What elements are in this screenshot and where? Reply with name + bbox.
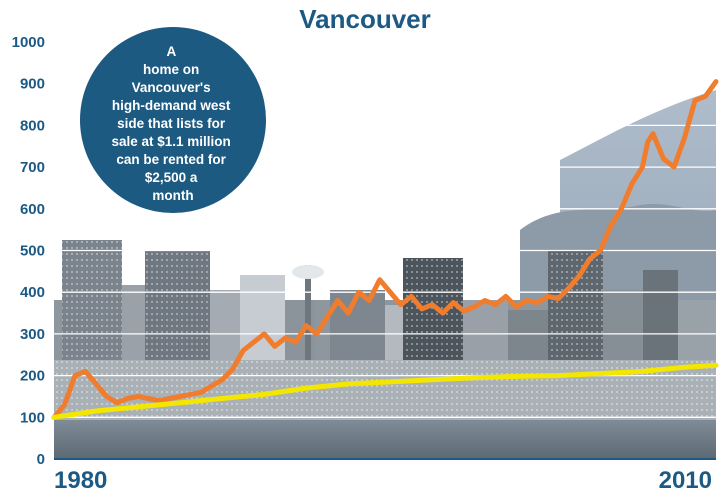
- y-tick-label: 0: [37, 451, 45, 468]
- x-tick-label: 1980: [54, 467, 107, 494]
- y-tick-label: 200: [20, 368, 45, 385]
- annotation-line: high-demand west: [112, 98, 231, 113]
- y-tick-label: 1000: [12, 34, 45, 51]
- waterfront: [54, 420, 716, 460]
- annotation-line: sale at $1.1 million: [111, 134, 230, 149]
- series-lines: [51, 79, 719, 420]
- annotation-line: month: [152, 188, 193, 203]
- y-tick-label: 800: [20, 117, 45, 134]
- x-axis: 1980 2010: [54, 467, 712, 494]
- annotation-circle: [80, 27, 266, 213]
- annotation-line: $2,500 a: [145, 170, 198, 185]
- y-tick-label: 100: [20, 409, 45, 426]
- annotation-bubble: A home on Vancouver's high-demand west s…: [80, 27, 266, 213]
- y-tick-label: 600: [20, 201, 45, 218]
- city-skyline-photo: [54, 90, 716, 460]
- series-line-1: [51, 79, 719, 420]
- lookout-tower: [305, 265, 311, 420]
- annotation-line: home on: [143, 62, 199, 77]
- y-axis: 0 100 200 300 400 500 600 700 800 900 1000: [12, 34, 45, 468]
- annotation-line: Vancouver's: [132, 80, 211, 95]
- y-tick-label: 400: [20, 284, 45, 301]
- chart-title: Vancouver: [299, 4, 431, 34]
- lookout-tower-deck: [292, 265, 324, 279]
- annotation-line: side that lists for: [117, 116, 226, 131]
- y-tick-label: 300: [20, 326, 45, 343]
- y-tick-label: 900: [20, 76, 45, 93]
- annotation-text: A home on Vancouver's high-demand west s…: [111, 44, 234, 203]
- y-tick-label: 500: [20, 243, 45, 260]
- y-tick-label: 700: [20, 159, 45, 176]
- annotation-line: can be rented for: [116, 152, 226, 167]
- series-line-2: [51, 362, 719, 420]
- annotation-line: A: [166, 44, 176, 59]
- x-tick-label: 2010: [659, 467, 712, 494]
